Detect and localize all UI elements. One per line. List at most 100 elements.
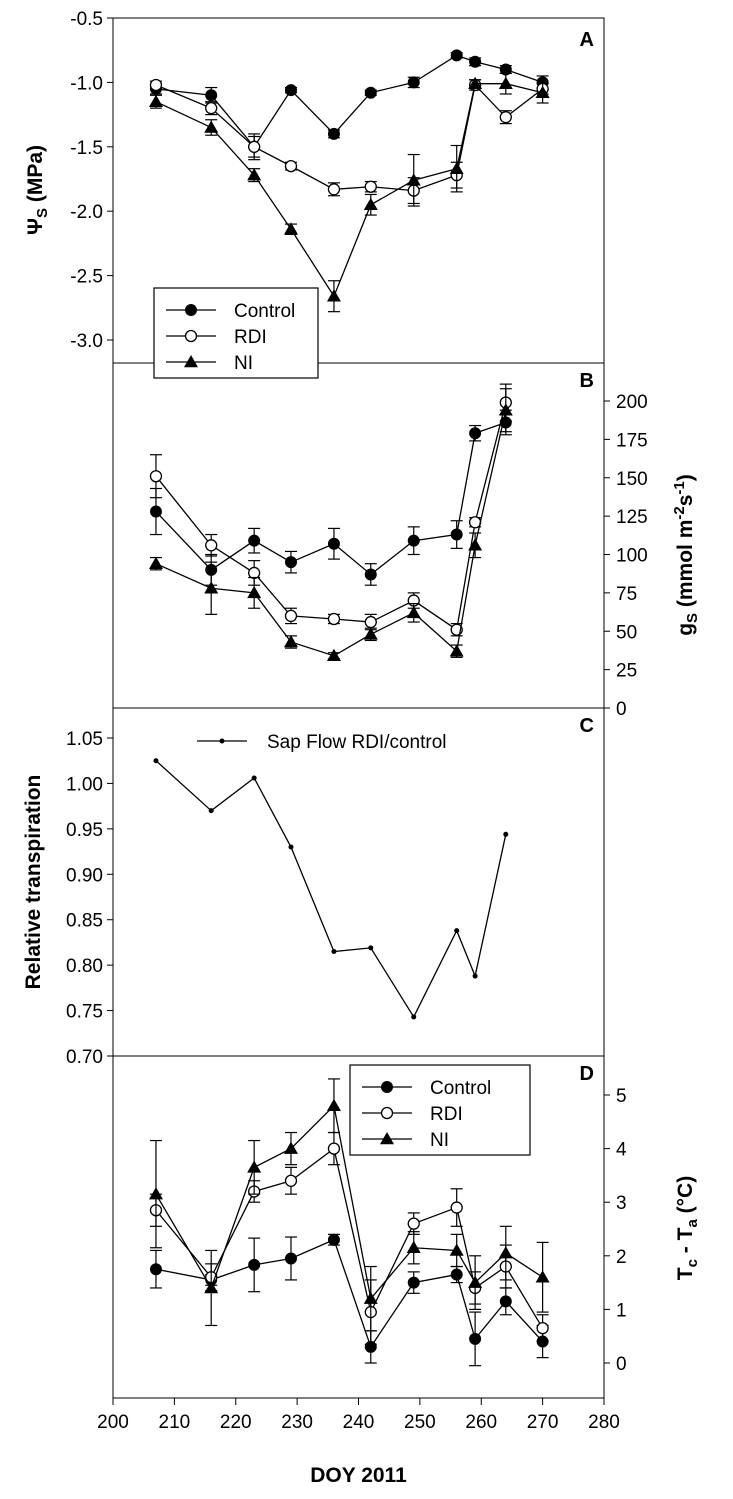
series-ni — [148, 72, 550, 313]
data-point-ni — [363, 627, 378, 640]
data-point-ni — [204, 120, 219, 133]
x-tick-label: 260 — [465, 1412, 497, 1433]
y-tick-label: 0 — [616, 699, 627, 720]
data-point-control — [284, 84, 297, 97]
series-line — [155, 760, 507, 1019]
data-point-ni — [283, 1141, 298, 1154]
data-point-rdi — [149, 78, 163, 92]
y-tick-label: 1.00 — [66, 774, 103, 795]
data-point-ni — [468, 538, 483, 551]
data-point-ni — [535, 1270, 550, 1283]
plot-frames — [112, 17, 605, 1399]
data-point-sap-flow-rdi-control — [153, 758, 159, 764]
legend-box — [153, 287, 319, 379]
data-point-ni — [204, 581, 219, 594]
panel-label: C — [580, 715, 594, 737]
data-point-control — [149, 1263, 162, 1276]
data-point-control — [327, 1233, 340, 1246]
data-point-control — [450, 528, 463, 541]
panel-C: 1.05 1.00 0.95 0.90 0.85 0.80 0.75 0.70 C Relativ… — [22, 715, 594, 1068]
data-point-ni — [148, 94, 163, 107]
y-axis-A: -0.5 -1.0 -1.5 -2.0 -2.5 -3.0 — [70, 9, 113, 352]
x-axis-label: DOY 2011 — [310, 1464, 407, 1487]
series-line — [155, 1238, 544, 1349]
data-point-sap-flow-rdi-control — [472, 973, 478, 979]
series-control — [149, 409, 512, 586]
data-point-control — [450, 1268, 463, 1281]
data-point-ni — [498, 1246, 513, 1259]
y-axis-label-B: gS (mmol m-2s-1) — [671, 474, 701, 636]
panel-B: 0 25 50 75 100 125 150 175 200 BgS (mmol m-2s-1) — [148, 370, 701, 720]
data-point-ni — [148, 1187, 163, 1200]
series-line — [155, 83, 544, 192]
x-tick-label: 220 — [220, 1412, 252, 1433]
x-tick-label: 240 — [343, 1412, 375, 1433]
series-control — [149, 1233, 549, 1367]
y-tick-label: 0.95 — [66, 820, 103, 841]
y-tick-label: 100 — [616, 546, 648, 567]
data-point-rdi — [284, 1174, 298, 1187]
data-point-ni — [247, 1160, 262, 1173]
y-tick-label: 175 — [616, 430, 648, 451]
data-point-ni — [363, 197, 378, 211]
y-tick-label: -0.5 — [70, 9, 103, 30]
data-point-rdi — [327, 612, 341, 626]
data-point-sap-flow-rdi-control — [503, 831, 509, 837]
data-point-ni — [449, 644, 464, 657]
y-tick-label: 50 — [616, 622, 637, 643]
data-point-control — [185, 304, 197, 316]
data-point-rdi — [284, 609, 298, 623]
data-point-control — [407, 76, 420, 89]
y-axis-D: 0 1 2 3 4 5 — [604, 1086, 627, 1375]
y-tick-label: 0.75 — [66, 1002, 103, 1023]
series-line — [155, 410, 507, 657]
data-point-ni — [184, 355, 198, 368]
data-point-ni — [204, 1280, 219, 1294]
data-point-rdi — [450, 1201, 463, 1214]
panel-label: A — [580, 29, 594, 51]
y-tick-label: 25 — [616, 661, 637, 682]
y-axis-label-D: Tc - Ta (°C) — [674, 1176, 701, 1280]
y-tick-label: -3.0 — [70, 331, 103, 352]
data-point-ni — [326, 648, 341, 662]
data-point-sap-flow-rdi-control — [251, 775, 257, 781]
data-point-control — [407, 534, 420, 547]
data-point-rdi — [407, 1217, 420, 1230]
series-line — [155, 1147, 544, 1329]
panel-label: D — [580, 1063, 594, 1085]
data-point-rdi — [149, 470, 163, 483]
legend-A: Control RDI NI — [153, 287, 319, 379]
data-point-rdi — [248, 140, 261, 153]
data-point-rdi — [327, 183, 341, 196]
data-point-control — [499, 1295, 512, 1308]
data-point-control — [327, 537, 340, 550]
data-point-sap-flow-rdi-control — [288, 844, 294, 850]
data-point-control — [381, 1081, 393, 1093]
data-point-ni — [148, 556, 163, 569]
data-point-ni — [498, 76, 513, 89]
y-tick-label: 1.05 — [66, 729, 103, 750]
legend-D: Control RDI NI — [349, 1064, 531, 1156]
data-point-sap-flow-rdi-control — [219, 738, 225, 744]
series-line — [155, 402, 507, 631]
legend-label: NI — [234, 353, 253, 374]
data-point-ni — [535, 85, 550, 98]
data-point-sap-flow-rdi-control — [368, 945, 374, 951]
y-axis-label-A: ΨS (MPa) — [24, 145, 51, 235]
y-tick-label: 1 — [616, 1300, 627, 1321]
data-point-rdi — [380, 1106, 394, 1120]
data-point-ni — [326, 289, 341, 302]
y-tick-label: 0.85 — [66, 911, 103, 932]
data-point-control — [364, 86, 377, 99]
data-point-rdi — [536, 1322, 549, 1335]
data-point-sap-flow-rdi-control — [411, 1014, 417, 1020]
panel-frame-B — [112, 362, 605, 709]
series-ni — [148, 388, 513, 662]
data-point-ni — [283, 222, 298, 235]
data-point-rdi — [364, 615, 377, 629]
y-tick-label: -2.5 — [70, 267, 103, 288]
y-tick-label: 4 — [616, 1140, 627, 1161]
data-point-rdi — [205, 539, 218, 552]
y-tick-label: 0 — [616, 1354, 627, 1375]
legend-label: Control — [234, 301, 295, 322]
